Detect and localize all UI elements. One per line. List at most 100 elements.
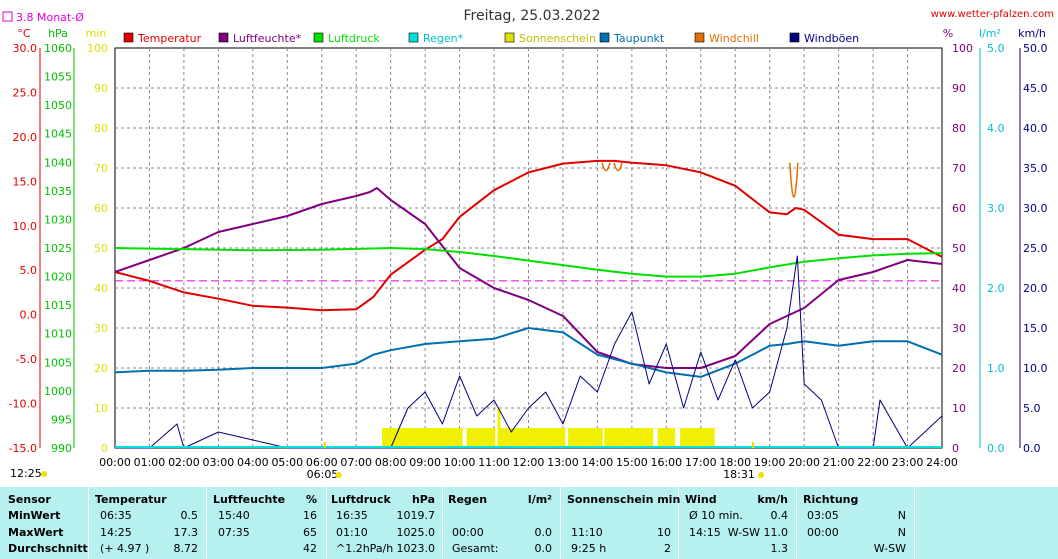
sunshine-bar xyxy=(548,428,552,448)
sunshine-time: 11:10 xyxy=(571,526,603,539)
sunshine-bar xyxy=(593,428,597,448)
sunshine-bar xyxy=(635,428,639,448)
moonrise-label: 12:25 xyxy=(10,467,42,480)
sunshine-tick-label: 30 xyxy=(94,322,108,335)
sunshine-tick-label: 60 xyxy=(94,202,108,215)
sunshine-bar xyxy=(382,428,386,448)
x-tick-label: 04:00 xyxy=(237,456,269,469)
x-tick-label: 23:00 xyxy=(892,456,924,469)
sunshine-bar xyxy=(638,428,642,448)
x-tick-label: 08:00 xyxy=(375,456,407,469)
temp-time: (+ 4.97 ) xyxy=(100,542,150,555)
pressure-tick-label: 1060 xyxy=(44,42,72,55)
sunshine-bar xyxy=(582,428,586,448)
table-column-divider xyxy=(442,487,443,559)
pressure-tick-label: 990 xyxy=(51,442,72,455)
sunshine-bar xyxy=(469,428,473,448)
sunshine-bar xyxy=(416,428,420,448)
stats-table: SensorTemperatur°CLuftfeuchte%Luftdruckh… xyxy=(0,487,1058,559)
sunshine-bar xyxy=(599,428,603,448)
sunshine-bar xyxy=(562,428,566,448)
wind-tick-label: 10.0 xyxy=(1023,362,1048,375)
sunshine-bar xyxy=(579,428,583,448)
sunshine-bar xyxy=(539,428,543,448)
sunshine-bar xyxy=(497,408,501,448)
pressure-tick-label: 1005 xyxy=(44,356,72,369)
pressure-tick-label: 1000 xyxy=(44,385,72,398)
legend-label: Temperatur xyxy=(137,32,202,45)
table-column-divider xyxy=(560,487,561,559)
rain-value: 0.0 xyxy=(534,542,553,555)
x-tick-label: 10:00 xyxy=(444,456,476,469)
sunshine-bar xyxy=(585,428,589,448)
windchill-mark xyxy=(613,162,623,172)
sunshine-bar xyxy=(591,428,595,448)
humidity-tick-label: 30 xyxy=(952,322,966,335)
humidity-time: 07:35 xyxy=(218,526,250,539)
temp-tick-label: 10.0 xyxy=(13,220,38,233)
sunshine-bar xyxy=(419,428,423,448)
series-line-taupunkt xyxy=(114,327,943,378)
sunshine-bar xyxy=(542,428,546,448)
table-column-divider xyxy=(914,487,915,559)
legend-label: Luftfeuchte* xyxy=(233,32,302,45)
sunshine-bar xyxy=(697,428,701,448)
sunshine-bar xyxy=(607,428,611,448)
sunshine-bar xyxy=(550,428,554,448)
table-column-divider xyxy=(88,487,89,559)
sunshine-bar xyxy=(568,428,572,448)
sunshine-bar xyxy=(618,428,622,448)
legend-label: Regen* xyxy=(423,32,464,45)
x-tick-label: 07:00 xyxy=(340,456,372,469)
legend-item: Temperatur xyxy=(123,32,202,45)
sunshine-tick-label: 40 xyxy=(94,282,108,295)
sunshine-bar xyxy=(475,428,479,448)
sunshine-bar xyxy=(691,428,695,448)
temp-tick-label: 5.0 xyxy=(20,264,38,277)
sunshine-bar xyxy=(410,428,414,448)
sunshine-bar xyxy=(402,428,406,448)
sunset-icon xyxy=(758,472,765,478)
sunshine-bar xyxy=(489,428,493,448)
wind-tick-label: 0.0 xyxy=(1023,442,1041,455)
sunshine-bar xyxy=(705,428,709,448)
sunshine-bar xyxy=(502,428,506,448)
sunshine-bar xyxy=(480,428,484,448)
rain-tick-label: 0.0 xyxy=(987,442,1005,455)
sunshine-bar xyxy=(708,428,712,448)
sunshine-bar xyxy=(459,428,463,448)
x-tick-label: 03:00 xyxy=(203,456,235,469)
sunshine-bar xyxy=(405,428,409,448)
direction-value: N xyxy=(897,509,906,522)
table-header: Sonnenschein min xyxy=(567,493,681,506)
sunshine-bar xyxy=(413,428,417,448)
sunrise-icon xyxy=(335,472,342,478)
pressure-tick-label: 1020 xyxy=(44,271,72,284)
sunshine-bar xyxy=(390,428,394,448)
table-row-label: MaxWert xyxy=(8,526,64,539)
sunshine-bar xyxy=(672,428,676,448)
x-tick-label: 14:00 xyxy=(582,456,614,469)
x-tick-label: 22:00 xyxy=(857,456,889,469)
humidity-tick-label: 10 xyxy=(952,402,966,415)
website-link[interactable]: www.wetter-pfalzen.com xyxy=(931,9,1054,20)
rain-tick-label: 5.0 xyxy=(987,42,1005,55)
sunshine-bar xyxy=(430,428,434,448)
legend-item: Sonnenschein xyxy=(504,32,596,45)
sunshine-tick-label: 70 xyxy=(94,162,108,175)
x-tick-label: 12:00 xyxy=(513,456,545,469)
legend-swatch xyxy=(123,32,134,43)
x-tick-label: 06:00 xyxy=(306,456,338,469)
table-header-unit: % xyxy=(305,493,317,506)
sunshine-bar xyxy=(486,428,490,448)
humidity-tick-label: 90 xyxy=(952,82,966,95)
pressure-tick-label: 1040 xyxy=(44,156,72,169)
temp-value: 8.72 xyxy=(173,542,199,555)
sunshine-bar xyxy=(448,428,452,448)
pressure-tick-label: 1055 xyxy=(44,71,72,84)
sunshine-bar xyxy=(422,428,426,448)
sunshine-bar xyxy=(627,428,631,448)
pressure-value: 1023.0 xyxy=(396,542,436,555)
temp-tick-label: -15.0 xyxy=(9,442,37,455)
pressure-value: 1019.7 xyxy=(396,509,436,522)
